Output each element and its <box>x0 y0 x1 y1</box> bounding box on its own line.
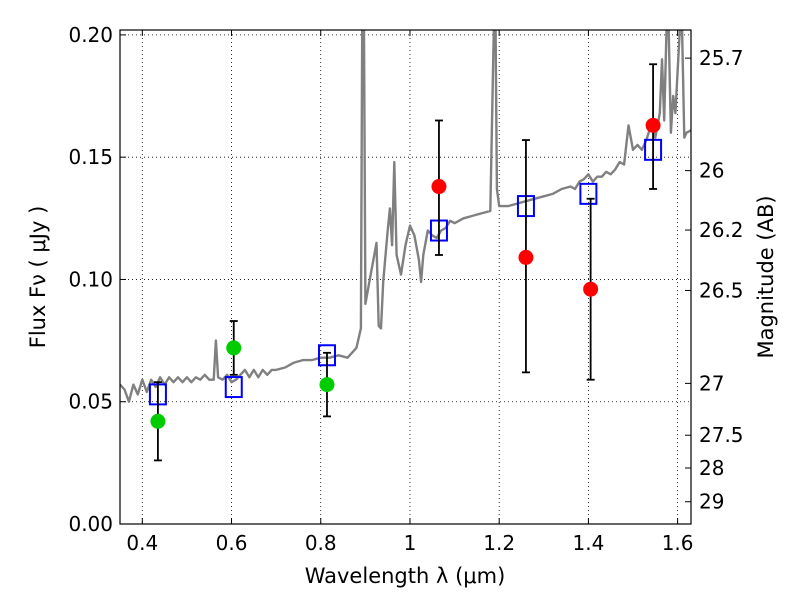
x-tick-label: 0.4 <box>126 531 158 555</box>
magnitude-tick-label: 28 <box>699 456 724 480</box>
magnitude-tick-label: 26.2 <box>699 218 744 242</box>
magnitude-tick-label: 29 <box>699 490 724 514</box>
model-square-marker <box>579 182 598 205</box>
magnitude-tick-label: 26 <box>699 159 724 183</box>
photometry-point <box>226 340 242 356</box>
photometry-point <box>645 117 661 133</box>
x-tick-label: 1.6 <box>662 531 694 555</box>
spectrum-line <box>120 30 691 403</box>
photometry-point <box>583 281 599 297</box>
magnitude-tick-label: 26.5 <box>699 278 744 302</box>
data-layer <box>120 30 691 462</box>
y-tick-label: 0.10 <box>68 267 113 291</box>
y-tick-label: 0.05 <box>68 390 113 414</box>
x-tick-label: 0.8 <box>305 531 337 555</box>
y-tick-label: 0.00 <box>68 512 113 536</box>
x-axis-label: Wavelength λ (μm) <box>305 564 506 588</box>
model-square-marker <box>224 376 243 399</box>
photometry-point <box>518 249 534 265</box>
photometry-point <box>150 413 166 429</box>
x-tick-label: 1.4 <box>572 531 604 555</box>
magnitude-tick-label: 27 <box>699 371 724 395</box>
right-y-axis-label: Magnitude (AB) <box>754 195 778 358</box>
y-axis-label: Flux Fν ( μJy ) <box>26 206 50 349</box>
axes: 0.4 0.6 0.8 1 1.2 1.4 1.6 0.00 0.05 0.10 0.15 0.20 2… <box>68 23 743 555</box>
photometry-point <box>431 179 447 195</box>
x-tick-label: 1 <box>404 531 417 555</box>
y-tick-label: 0.15 <box>68 145 113 169</box>
magnitude-tick-label: 27.5 <box>699 423 744 447</box>
magnitude-tick-label: 25.7 <box>699 46 744 70</box>
plot-background <box>120 30 691 524</box>
photometry-point <box>319 377 335 393</box>
y-tick-label: 0.20 <box>68 23 113 47</box>
x-tick-label: 0.6 <box>216 531 248 555</box>
plot-frame <box>119 29 692 525</box>
x-tick-label: 1.2 <box>483 531 515 555</box>
